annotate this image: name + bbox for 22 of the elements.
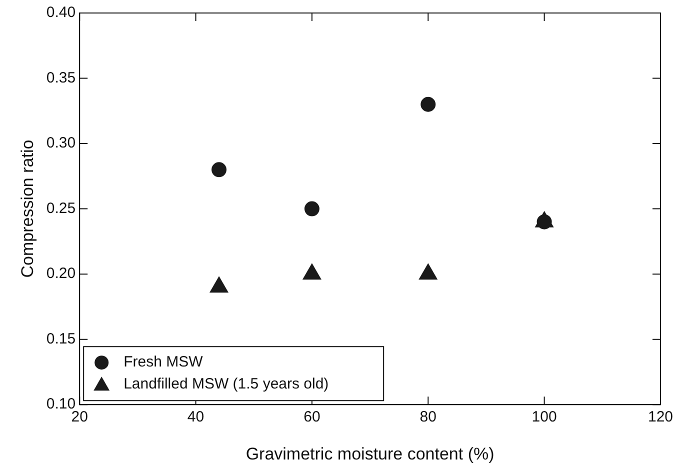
y-tick-label: 0.35 bbox=[46, 69, 76, 86]
legend-label: Landfilled MSW (1.5 years old) bbox=[124, 376, 329, 393]
x-tick-label: 20 bbox=[71, 408, 88, 426]
legend-label: Fresh MSW bbox=[124, 354, 204, 371]
x-tick-label: 120 bbox=[648, 408, 673, 426]
x-tick-label: 100 bbox=[532, 408, 557, 426]
point bbox=[302, 264, 322, 280]
point bbox=[418, 264, 438, 280]
x-tick-label: 80 bbox=[420, 408, 436, 426]
point bbox=[304, 201, 320, 216]
point bbox=[212, 162, 227, 178]
y-tick-label: 0.30 bbox=[46, 134, 76, 152]
y-axis-title: Compression ratio bbox=[18, 140, 37, 278]
x-tick-label: 40 bbox=[187, 408, 204, 426]
point bbox=[420, 96, 436, 112]
y-tick-label: 0.40 bbox=[46, 4, 76, 22]
y-tick-label: 0.15 bbox=[46, 330, 76, 348]
point bbox=[210, 276, 228, 293]
y-tick-label: 0.20 bbox=[46, 265, 76, 282]
x-axis-title: Gravimetric moisture content (%) bbox=[246, 444, 494, 464]
y-tick-label: 0.25 bbox=[46, 200, 76, 217]
x-tick-label: 60 bbox=[304, 408, 320, 426]
